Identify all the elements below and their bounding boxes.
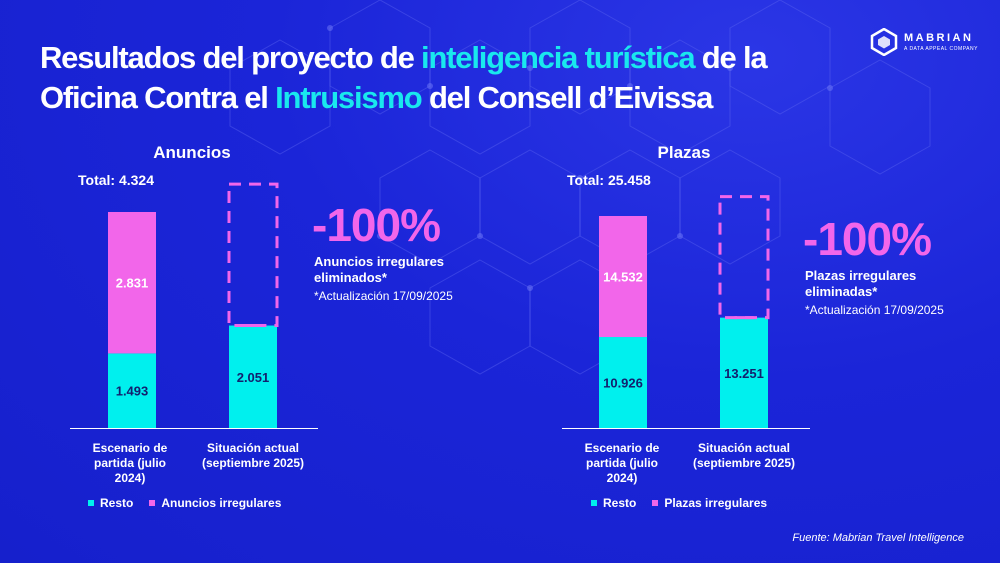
bar-removed-outline-anuncios bbox=[227, 182, 279, 328]
title-part-1: Resultados del proyecto de bbox=[40, 40, 422, 75]
x-label-line: partida (julio bbox=[94, 456, 166, 470]
legend-anuncios: Resto Anuncios irregulares bbox=[88, 496, 281, 510]
bar-irregular-plazas-0 bbox=[599, 216, 647, 338]
data-label-irregular-anuncios-0: 2.831 bbox=[116, 276, 149, 291]
total-plazas: Total: 25.458 bbox=[567, 172, 651, 188]
bar-resto-anuncios-1 bbox=[229, 325, 277, 428]
legend-label-resto: Resto bbox=[100, 496, 134, 510]
x-label-line: Situación actual bbox=[697, 441, 791, 455]
title-part-2: de la Oficina Contra el bbox=[40, 40, 768, 115]
legend-swatch-resto bbox=[88, 500, 94, 506]
change-description-line: eliminadas* bbox=[805, 284, 878, 299]
change-description-line: Plazas irregulares bbox=[805, 268, 917, 283]
change-description-line: eliminados* bbox=[314, 270, 387, 285]
data-label-resto-plazas-0: 10.926 bbox=[603, 376, 643, 391]
x-label-line: Escenario de bbox=[92, 441, 168, 455]
bar-irregular-anuncios-0 bbox=[108, 212, 156, 354]
data-label-resto-anuncios-0: 1.493 bbox=[116, 384, 149, 399]
data-label-resto-plazas-1: 13.251 bbox=[724, 366, 764, 381]
update-note-plazas: *Actualización 17/09/2025 bbox=[805, 303, 944, 317]
legend-label-resto: Resto bbox=[603, 496, 637, 510]
x-label-line: Situación actual bbox=[206, 441, 300, 455]
logo-name: MABRIAN bbox=[904, 32, 974, 44]
x-label-line: (septiembre 2025) bbox=[201, 456, 305, 470]
legend-swatch-irregular bbox=[652, 500, 659, 506]
legend-swatch-resto bbox=[591, 500, 597, 506]
legend-label-irregular: Plazas irregulares bbox=[664, 496, 768, 510]
total-anuncios: Total: 4.324 bbox=[78, 172, 154, 188]
x-label-anuncios-0: Escenario de partida (julio 2024) bbox=[70, 441, 190, 486]
change-description-plazas: Plazas irregulares eliminadas* bbox=[805, 268, 1000, 300]
title-part-3: del Consell d’Eivissa bbox=[421, 80, 713, 115]
bar-resto-plazas-1 bbox=[720, 317, 768, 428]
logo-tagline: A DATA APPEAL COMPANY bbox=[904, 46, 978, 52]
x-label-line: Escenario de bbox=[584, 441, 660, 455]
legend-plazas: Resto Plazas irregulares bbox=[591, 496, 767, 510]
title-highlight-1: inteligencia turística bbox=[421, 40, 696, 75]
data-label-resto-anuncios-1: 2.051 bbox=[237, 370, 270, 385]
bar-resto-anuncios-0 bbox=[108, 353, 156, 428]
change-anuncios: -100% bbox=[312, 199, 441, 251]
update-note-anuncios: *Actualización 17/09/2025 bbox=[314, 289, 453, 303]
page-title: Resultados del proyecto de inteligencia … bbox=[40, 38, 840, 118]
x-label-plazas-0: Escenario de partida (julio 2024) bbox=[562, 441, 682, 486]
x-label-line: 2024) bbox=[114, 471, 146, 485]
bar-removed-outline-plazas bbox=[718, 195, 770, 320]
x-label-line: partida (julio bbox=[586, 456, 658, 470]
bar-resto-plazas-0 bbox=[599, 337, 647, 428]
chart-title-anuncios: Anuncios bbox=[153, 143, 231, 162]
change-description-line: Anuncios irregulares bbox=[314, 254, 445, 269]
mabrian-hexagon-icon bbox=[870, 28, 898, 56]
source-note: Fuente: Mabrian Travel Intelligence bbox=[792, 532, 964, 544]
change-description-anuncios: Anuncios irregulares eliminados* bbox=[314, 254, 514, 286]
data-label-irregular-plazas-0: 14.532 bbox=[603, 270, 643, 285]
mabrian-logo: MABRIAN A DATA APPEAL COMPANY bbox=[870, 28, 977, 58]
chart-title-plazas: Plazas bbox=[657, 143, 711, 162]
legend-label-irregular: Anuncios irregulares bbox=[161, 496, 282, 510]
change-plazas: -100% bbox=[803, 213, 932, 265]
x-label-plazas-1: Situación actual (septiembre 2025) bbox=[679, 441, 809, 471]
x-label-anuncios-1: Situación actual (septiembre 2025) bbox=[188, 441, 318, 471]
legend-swatch-irregular bbox=[149, 500, 156, 506]
title-highlight-2: Intrusismo bbox=[275, 80, 423, 115]
x-label-line: 2024) bbox=[606, 471, 638, 485]
x-label-line: (septiembre 2025) bbox=[692, 456, 796, 470]
